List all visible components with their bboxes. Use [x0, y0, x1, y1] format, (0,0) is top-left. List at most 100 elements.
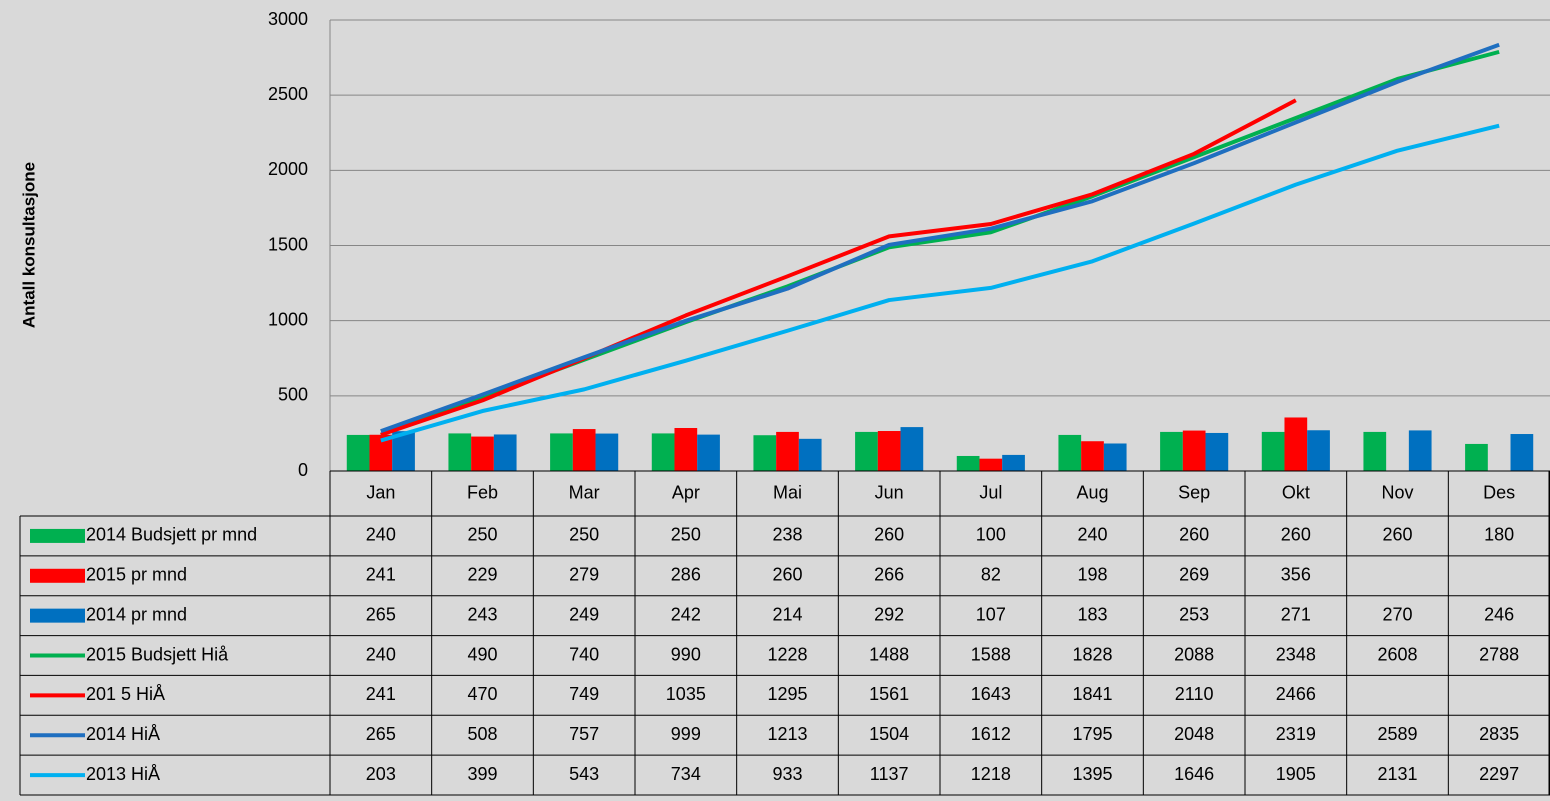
bar: [776, 431, 799, 471]
table-cell: 100: [976, 525, 1006, 545]
bar: [346, 434, 370, 471]
legend-label: 2013 HiÅ: [86, 764, 160, 784]
table-cell: 265: [366, 724, 396, 744]
bar: [798, 438, 822, 471]
table-cell: 1218: [971, 764, 1011, 784]
table-cell: 2589: [1377, 724, 1417, 744]
table-cell: 265: [366, 604, 396, 624]
table-cell: 2319: [1276, 724, 1316, 744]
bar: [900, 427, 924, 471]
table-cell: 2608: [1377, 644, 1417, 664]
bar: [855, 431, 878, 471]
table-cell: 198: [1077, 565, 1107, 585]
table-cell: 180: [1484, 525, 1514, 545]
y-tick-label: 2500: [268, 84, 308, 104]
y-tick-label: 3000: [268, 9, 308, 29]
bar: [369, 434, 393, 471]
bar: [1081, 441, 1104, 471]
bar: [877, 431, 901, 471]
x-tick-label: Feb: [467, 482, 498, 502]
table-cell: 2110: [1175, 684, 1214, 704]
table-cell: 1228: [767, 644, 807, 664]
table-cell: 286: [671, 565, 701, 585]
legend-key: [30, 568, 85, 583]
table-cell: 356: [1281, 565, 1311, 585]
table-cell: 1588: [971, 644, 1011, 664]
table-cell: 1295: [767, 684, 807, 704]
bar: [1002, 454, 1025, 471]
bar: [1182, 430, 1206, 471]
table-cell: 1643: [971, 684, 1011, 704]
table-cell: 250: [569, 525, 599, 545]
table-cell: 260: [1281, 525, 1311, 545]
table-cell: 249: [569, 604, 599, 624]
table-cell: 250: [671, 525, 701, 545]
table-cell: 260: [772, 565, 802, 585]
table-cell: 253: [1179, 604, 1209, 624]
table-cell: 1646: [1174, 764, 1214, 784]
table-cell: 269: [1179, 565, 1209, 585]
table-cell: 399: [467, 764, 497, 784]
table-cell: 1035: [666, 684, 706, 704]
bar: [1205, 432, 1229, 471]
table-cell: 1841: [1072, 684, 1112, 704]
bar: [448, 433, 472, 471]
table-cell: 2297: [1479, 764, 1519, 784]
legend-label: 2015 pr mnd: [86, 565, 187, 585]
bar: [651, 433, 675, 471]
x-tick-label: Jul: [979, 482, 1002, 502]
x-tick-label: Mar: [569, 482, 600, 502]
bar: [1510, 434, 1534, 471]
table-cell: 82: [981, 565, 1001, 585]
table-cell: 243: [467, 604, 497, 624]
legend-label: 2014 Budsjett pr mnd: [86, 525, 257, 545]
table-cell: 470: [467, 684, 497, 704]
table-cell: 933: [772, 764, 802, 784]
table-cell: 543: [569, 764, 599, 784]
table-cell: 229: [467, 565, 497, 585]
x-tick-label: Nov: [1381, 482, 1413, 502]
table-cell: 214: [772, 604, 802, 624]
table-cell: 2088: [1174, 644, 1214, 664]
x-tick-label: Jun: [875, 482, 904, 502]
x-tick-label: Okt: [1282, 482, 1310, 502]
legend-label: 2015 Budsjett Hiå: [86, 644, 229, 664]
bar: [979, 458, 1003, 471]
table-cell: 246: [1484, 604, 1514, 624]
bar: [1363, 431, 1387, 471]
y-tick-label: 500: [278, 385, 308, 405]
line: [380, 42, 1500, 434]
legend-label: 2014 pr mnd: [86, 604, 187, 624]
table-cell: 2466: [1276, 684, 1316, 704]
table-cell: 107: [976, 604, 1006, 624]
bar: [1058, 434, 1082, 471]
bar: [1103, 443, 1127, 471]
table-cell: 260: [1382, 525, 1412, 545]
table-cell: 266: [874, 565, 904, 585]
line: [380, 123, 1500, 443]
table-cell: 240: [366, 644, 396, 664]
table-cell: 279: [569, 565, 599, 585]
table-cell: 1561: [869, 684, 909, 704]
table-cell: 2788: [1479, 644, 1519, 664]
bar: [1261, 431, 1285, 471]
bar: [572, 429, 596, 471]
bar: [1160, 431, 1183, 471]
bar: [392, 431, 415, 471]
table-cell: 1828: [1072, 644, 1112, 664]
table-cell: 260: [1179, 525, 1209, 545]
table-cell: 2348: [1276, 644, 1316, 664]
bar: [956, 455, 980, 471]
bar: [493, 434, 517, 471]
table-cell: 270: [1382, 604, 1412, 624]
legend-key: [30, 528, 85, 543]
table-cell: 242: [671, 604, 701, 624]
table-cell: 2835: [1479, 724, 1519, 744]
bar: [1307, 430, 1330, 471]
table-cell: 240: [1077, 525, 1107, 545]
table-cell: 2131: [1377, 764, 1417, 784]
bar: [550, 433, 573, 471]
x-tick-label: Sep: [1178, 482, 1210, 502]
table-cell: 1213: [767, 724, 807, 744]
